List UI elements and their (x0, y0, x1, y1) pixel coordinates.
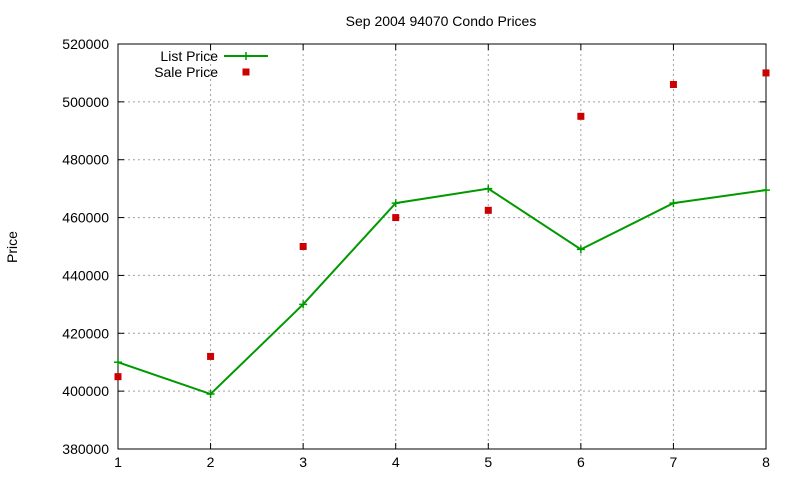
list-price-point (484, 184, 493, 193)
sale-price-point (392, 214, 400, 222)
list-price-point (669, 199, 678, 208)
plot-frame (117, 43, 767, 450)
list-price-point (299, 300, 308, 309)
x-tick-label: 1 (114, 454, 122, 470)
sale-price-point (669, 81, 677, 88)
list-price-point (206, 390, 215, 399)
sale-price-point (484, 206, 492, 214)
y-tick-label: 500000 (62, 94, 109, 110)
chart-title: Sep 2004 94070 Condo Prices (346, 13, 537, 29)
x-tick-label: 5 (484, 454, 492, 470)
x-tick-label: 8 (762, 454, 770, 470)
sale-price-point (114, 373, 122, 381)
y-tick-label: 520000 (62, 36, 109, 52)
series-layer (114, 69, 770, 399)
x-tick-label: 3 (299, 454, 307, 470)
sale-price-point (299, 243, 307, 250)
axis-ticks: 380000 400000 420000 440000 460000 480000 5000… (62, 36, 770, 470)
list-price-line (117, 187, 767, 396)
grid (118, 44, 766, 449)
list-price-point (391, 199, 400, 208)
legend-label-list-price: List Price (160, 48, 218, 64)
y-tick-label: 400000 (62, 383, 109, 399)
sale-price-point (207, 352, 215, 360)
y-tick-label: 480000 (62, 152, 109, 168)
y-axis-label: Price (4, 231, 20, 263)
x-tick-label: 7 (670, 454, 678, 470)
list-price-point (114, 358, 122, 367)
x-tick-label: 6 (577, 454, 585, 470)
y-tick-label: 460000 (62, 210, 109, 226)
y-tick-label: 380000 (62, 441, 109, 457)
list-price-point (576, 245, 585, 254)
sale-price-point (577, 112, 585, 120)
x-tick-label: 4 (392, 454, 400, 470)
list-price-point (762, 186, 770, 195)
x-tick-label: 2 (207, 454, 215, 470)
legend-marker-list-price (242, 52, 250, 60)
sale-price-point (762, 69, 770, 77)
y-tick-label: 440000 (62, 267, 109, 283)
legend-label-sale-price: Sale Price (154, 64, 218, 80)
y-tick-label: 420000 (62, 325, 109, 341)
legend-marker-sale-price (242, 68, 250, 76)
